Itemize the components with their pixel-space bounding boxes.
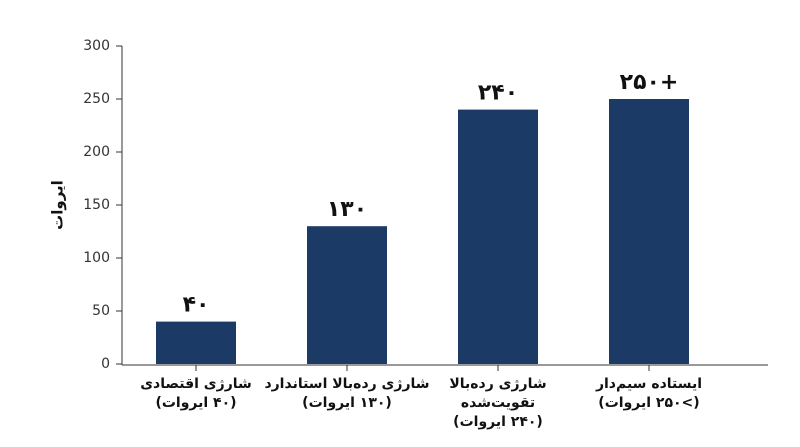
x-tick-label: شارژی اقتصادی (140, 376, 252, 392)
y-tick-label: 250 (83, 91, 110, 107)
value-label: ۲۴۰ (478, 81, 518, 106)
y-axis-label: ایروات (49, 180, 67, 230)
y-tick-label: 50 (92, 303, 110, 319)
x-tick-label: تقویت‌شده (461, 395, 535, 411)
x-tick-label: (>۲۵۰ ایروات) (598, 395, 699, 411)
bar (156, 321, 236, 364)
bar (458, 109, 538, 364)
value-label: ۲۵۰+ (620, 70, 679, 95)
x-tick-label: (۴۰ ایروات) (155, 395, 236, 411)
bar (609, 99, 689, 364)
value-label: ۱۳۰ (327, 197, 367, 222)
y-tick-label: 100 (83, 250, 110, 266)
y-tick-label: 300 (83, 38, 110, 54)
x-tick-label: شارژی رده‌بالا استاندارد (264, 376, 429, 392)
y-tick-label: 200 (83, 144, 110, 160)
x-tick-label: ایستاده سیم‌دار (595, 376, 702, 392)
bar (307, 226, 387, 364)
y-tick-label: 0 (101, 356, 110, 372)
x-tick-label: (۱۳۰ ایروات) (302, 395, 392, 411)
x-tick-label: شارژی رده‌بالا (449, 376, 546, 392)
value-label: ۴۰ (183, 293, 210, 318)
x-tick-label: (۲۴۰ ایروات) (453, 414, 543, 430)
y-tick-label: 150 (83, 197, 110, 213)
